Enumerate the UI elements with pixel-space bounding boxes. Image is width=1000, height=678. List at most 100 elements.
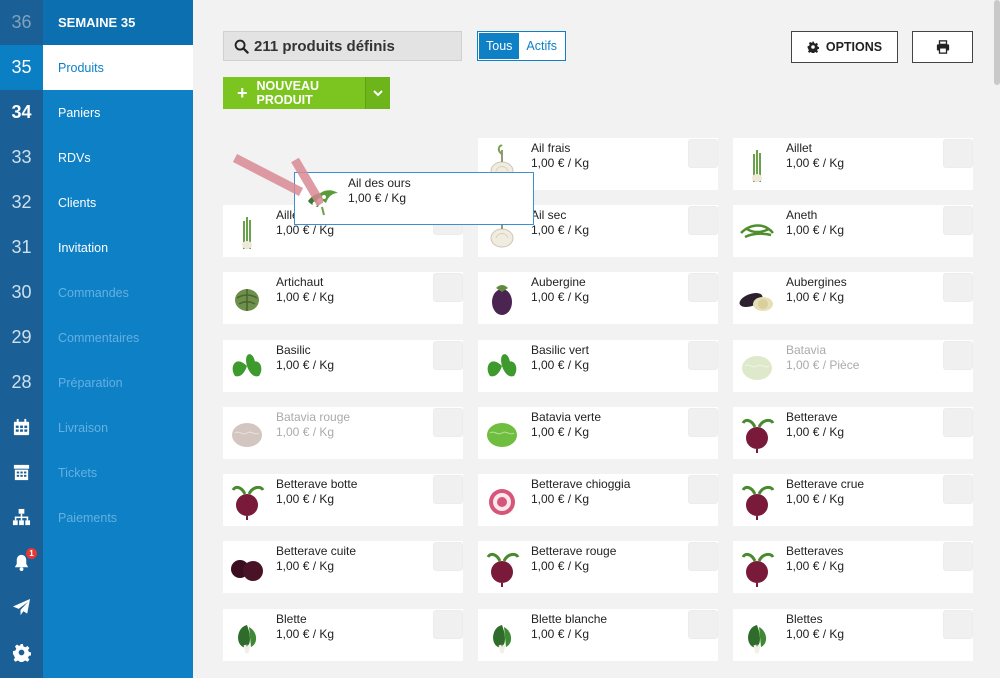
product-price: 1,00 € / Kg bbox=[276, 627, 335, 641]
store-icon[interactable] bbox=[0, 450, 43, 495]
dill-image bbox=[737, 211, 777, 251]
product-quantity-box[interactable] bbox=[433, 610, 463, 639]
product-card[interactable]: Basilic vert 1,00 € / Kg bbox=[478, 340, 718, 392]
batavia-green-image bbox=[482, 413, 522, 453]
product-card[interactable]: Blette blanche 1,00 € / Kg bbox=[478, 609, 718, 661]
menu-item-livraison[interactable]: Livraison bbox=[58, 420, 109, 435]
week-31[interactable]: 31 bbox=[11, 237, 32, 257]
new-product-main[interactable]: + NOUVEAU PRODUIT bbox=[223, 79, 365, 107]
menu-item-commentaires[interactable]: Commentaires bbox=[58, 330, 140, 345]
product-price: 1,00 € / Kg bbox=[531, 358, 590, 372]
product-quantity-box[interactable] bbox=[688, 610, 718, 639]
product-quantity-box[interactable] bbox=[943, 273, 973, 302]
product-name: Betterave rouge bbox=[531, 544, 617, 558]
product-quantity-box[interactable] bbox=[688, 475, 718, 504]
product-card[interactable]: Batavia rouge 1,00 € / Kg bbox=[223, 407, 463, 459]
bell-icon[interactable]: 1 bbox=[0, 540, 43, 585]
eggplant-image bbox=[482, 278, 522, 318]
product-quantity-box[interactable] bbox=[688, 542, 718, 571]
filter-all-button[interactable]: Tous bbox=[479, 33, 520, 59]
product-card[interactable]: Betteraves 1,00 € / Kg bbox=[733, 541, 973, 593]
chard-white-image bbox=[482, 615, 522, 655]
product-card[interactable]: Blettes 1,00 € / Kg bbox=[733, 609, 973, 661]
product-quantity-box[interactable] bbox=[688, 139, 718, 168]
week-32[interactable]: 32 bbox=[11, 192, 32, 212]
green-garlic-2-image bbox=[227, 211, 267, 251]
product-quantity-box[interactable] bbox=[688, 206, 718, 235]
product-quantity-box[interactable] bbox=[433, 542, 463, 571]
product-card[interactable]: Ail frais 1,00 € / Kg bbox=[478, 138, 718, 190]
product-card[interactable]: Betterave botte 1,00 € / Kg bbox=[223, 474, 463, 526]
new-product-label: NOUVEAU PRODUIT bbox=[256, 79, 320, 107]
product-price: 1,00 € / Kg bbox=[531, 223, 590, 237]
product-card[interactable]: Betterave crue 1,00 € / Kg bbox=[733, 474, 973, 526]
filter-active-button[interactable]: Actifs bbox=[526, 39, 557, 53]
product-card[interactable]: Aillet 1,00 € / Kg bbox=[733, 138, 973, 190]
menu-item-produits[interactable]: Produits bbox=[43, 45, 193, 90]
product-card[interactable]: Aneth 1,00 € / Kg bbox=[733, 205, 973, 257]
product-card[interactable]: Betterave 1,00 € / Kg bbox=[733, 407, 973, 459]
sitemap-icon[interactable] bbox=[0, 495, 43, 540]
beet-bunch-image bbox=[227, 480, 267, 520]
week-29[interactable]: 29 bbox=[11, 327, 32, 347]
scrollbar[interactable] bbox=[994, 0, 1000, 85]
product-card[interactable]: Betterave chioggia 1,00 € / Kg bbox=[478, 474, 718, 526]
product-quantity-box[interactable] bbox=[433, 273, 463, 302]
menu-item-commandes[interactable]: Commandes bbox=[58, 285, 129, 300]
product-price: 1,00 € / Kg bbox=[531, 425, 590, 439]
menu-item-tickets[interactable]: Tickets bbox=[58, 465, 98, 480]
week-36[interactable]: 36 bbox=[11, 12, 32, 32]
ghost-product-name: Ail des ours bbox=[348, 176, 411, 190]
week-28[interactable]: 28 bbox=[11, 372, 32, 392]
product-quantity-box[interactable] bbox=[688, 341, 718, 370]
product-name: Betterave cuite bbox=[276, 544, 357, 558]
product-quantity-box[interactable] bbox=[943, 408, 973, 437]
product-card[interactable]: Batavia verte 1,00 € / Kg bbox=[478, 407, 718, 459]
product-quantity-box[interactable] bbox=[688, 408, 718, 437]
product-name: Basilic vert bbox=[531, 343, 590, 357]
calendar-icon[interactable] bbox=[0, 405, 43, 450]
new-product-button[interactable]: + NOUVEAU PRODUIT bbox=[223, 77, 390, 109]
product-card[interactable]: Aubergines 1,00 € / Kg bbox=[733, 272, 973, 324]
product-card[interactable]: Blette 1,00 € / Kg bbox=[223, 609, 463, 661]
product-price: 1,00 € / Kg bbox=[786, 290, 845, 304]
product-card[interactable]: Aubergine 1,00 € / Kg bbox=[478, 272, 718, 324]
product-card[interactable]: Betterave rouge 1,00 € / Kg bbox=[478, 541, 718, 593]
product-card[interactable]: Batavia 1,00 € / Pièce bbox=[733, 340, 973, 392]
menu-item-paiements[interactable]: Paiements bbox=[58, 510, 118, 525]
product-quantity-box[interactable] bbox=[943, 206, 973, 235]
new-product-dropdown[interactable] bbox=[364, 77, 390, 109]
drag-ghost-card[interactable]: Ail des ours 1,00 € / Kg bbox=[294, 172, 534, 225]
product-card[interactable]: Artichaut 1,00 € / Kg bbox=[223, 272, 463, 324]
menu-item-clients[interactable]: Clients bbox=[58, 195, 97, 210]
product-price: 1,00 € / Kg bbox=[531, 492, 590, 506]
gear-icon[interactable] bbox=[0, 630, 43, 675]
product-quantity-box[interactable] bbox=[943, 542, 973, 571]
product-quantity-box[interactable] bbox=[433, 341, 463, 370]
print-button[interactable] bbox=[912, 31, 973, 63]
product-quantity-box[interactable] bbox=[943, 475, 973, 504]
paper-plane-icon[interactable] bbox=[0, 585, 43, 630]
product-card[interactable]: Betterave cuite 1,00 € / Kg bbox=[223, 541, 463, 593]
product-quantity-box[interactable] bbox=[943, 610, 973, 639]
menu-item-invitation[interactable]: Invitation bbox=[58, 240, 109, 255]
menu-item-rdvs[interactable]: RDVs bbox=[58, 150, 91, 165]
product-quantity-box[interactable] bbox=[943, 341, 973, 370]
week-34[interactable]: 34 bbox=[11, 102, 32, 122]
week-33[interactable]: 33 bbox=[11, 147, 32, 167]
week-30[interactable]: 30 bbox=[11, 282, 32, 302]
product-quantity-box[interactable] bbox=[433, 475, 463, 504]
product-quantity-box[interactable] bbox=[433, 408, 463, 437]
product-name: Batavia verte bbox=[531, 410, 602, 424]
basil-image bbox=[227, 346, 267, 386]
search-field[interactable]: 211 produits définis bbox=[223, 31, 462, 61]
chevron-down-icon bbox=[373, 90, 383, 97]
menu-item-preparation[interactable]: Préparation bbox=[58, 375, 123, 390]
product-card[interactable]: Basilic 1,00 € / Kg bbox=[223, 340, 463, 392]
week-35[interactable]: 35 bbox=[0, 45, 43, 90]
menu-item-paniers[interactable]: Paniers bbox=[58, 105, 101, 120]
product-name: Ail frais bbox=[531, 141, 571, 155]
product-quantity-box[interactable] bbox=[688, 273, 718, 302]
product-quantity-box[interactable] bbox=[943, 139, 973, 168]
options-button[interactable]: OPTIONS bbox=[791, 31, 898, 63]
